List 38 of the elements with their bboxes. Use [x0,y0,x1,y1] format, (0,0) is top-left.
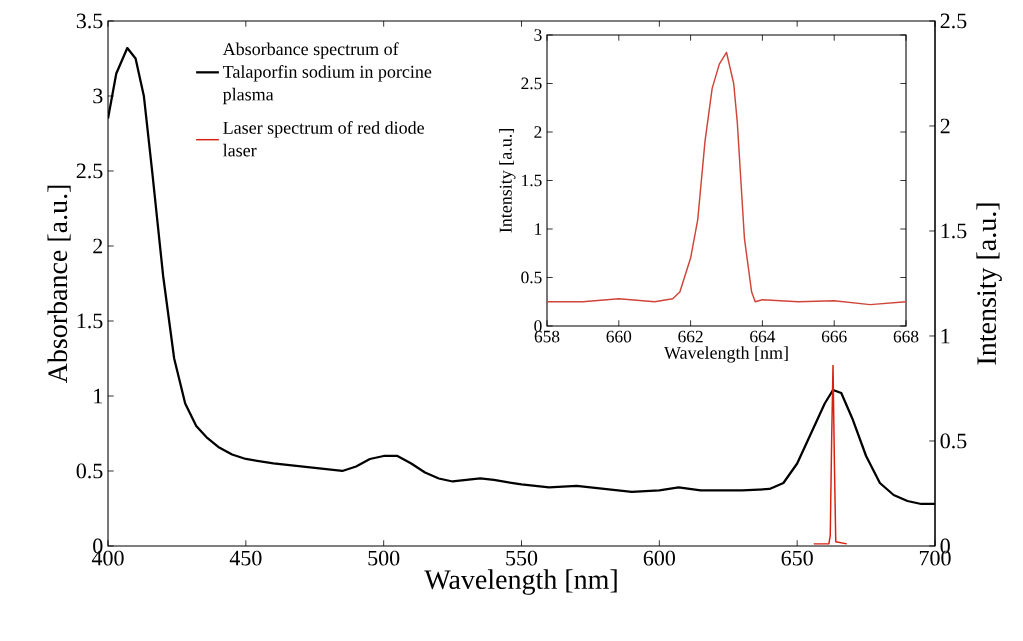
x-tick-label: 666 [821,330,847,343]
y-tick-label: 1.5 [522,174,542,187]
y-tick-label: 1 [535,223,542,235]
y2-axis-title: Intensity [a.u.] [976,203,1002,365]
x-tick-label: 658 [534,330,560,343]
x-tick-label: 664 [750,330,776,343]
x-tick-label: 500 [368,550,400,566]
y-tick-label: 2 [534,126,542,138]
x-tick-label: 662 [678,330,703,343]
y-tick-label: 0.5 [521,271,542,284]
x-axis-title: Wavelength [nm] [424,569,617,595]
x-tick-label: 550 [506,550,538,566]
y-tick-label: 1 [94,388,102,404]
y-axis-title: Absorbance [a.u.] [47,185,71,384]
line-series [547,51,907,306]
y-tick-label: 0 [534,320,542,332]
x-tick-label: 450 [229,550,262,566]
x-axis-title: Wavelength [nm] [664,346,788,363]
y-tick-label: 3.5 [76,13,103,29]
x-tick-label: 600 [643,550,675,566]
x-tick-label: 660 [606,330,632,343]
y2-tick-label: 1 [941,328,950,344]
y2-tick-label: 2 [940,118,950,134]
y-tick-label: 2.5 [76,163,103,179]
y-tick-label: 0.5 [76,463,103,479]
y-tick-label: 3 [534,29,542,41]
y2-tick-label: 2.5 [940,13,967,29]
y2-tick-label: 0.5 [940,433,967,449]
x-tick-label: 668 [893,330,919,343]
legend-label: Absorbance spectrum of Talaporfin sodium in porcine plasma [222,42,432,105]
y-tick-label: 2.5 [521,77,542,90]
legend-label: Laser spectrum of red diode laser [223,121,424,157]
x-tick-label: 650 [781,550,813,566]
y-tick-label: 3 [93,88,103,104]
y-axis-title: Intensity [a.u.] [499,129,516,233]
y-tick-label: 2 [93,238,103,254]
y-tick-label: 1.5 [77,313,103,329]
y2-tick-label: 1.5 [941,223,967,239]
